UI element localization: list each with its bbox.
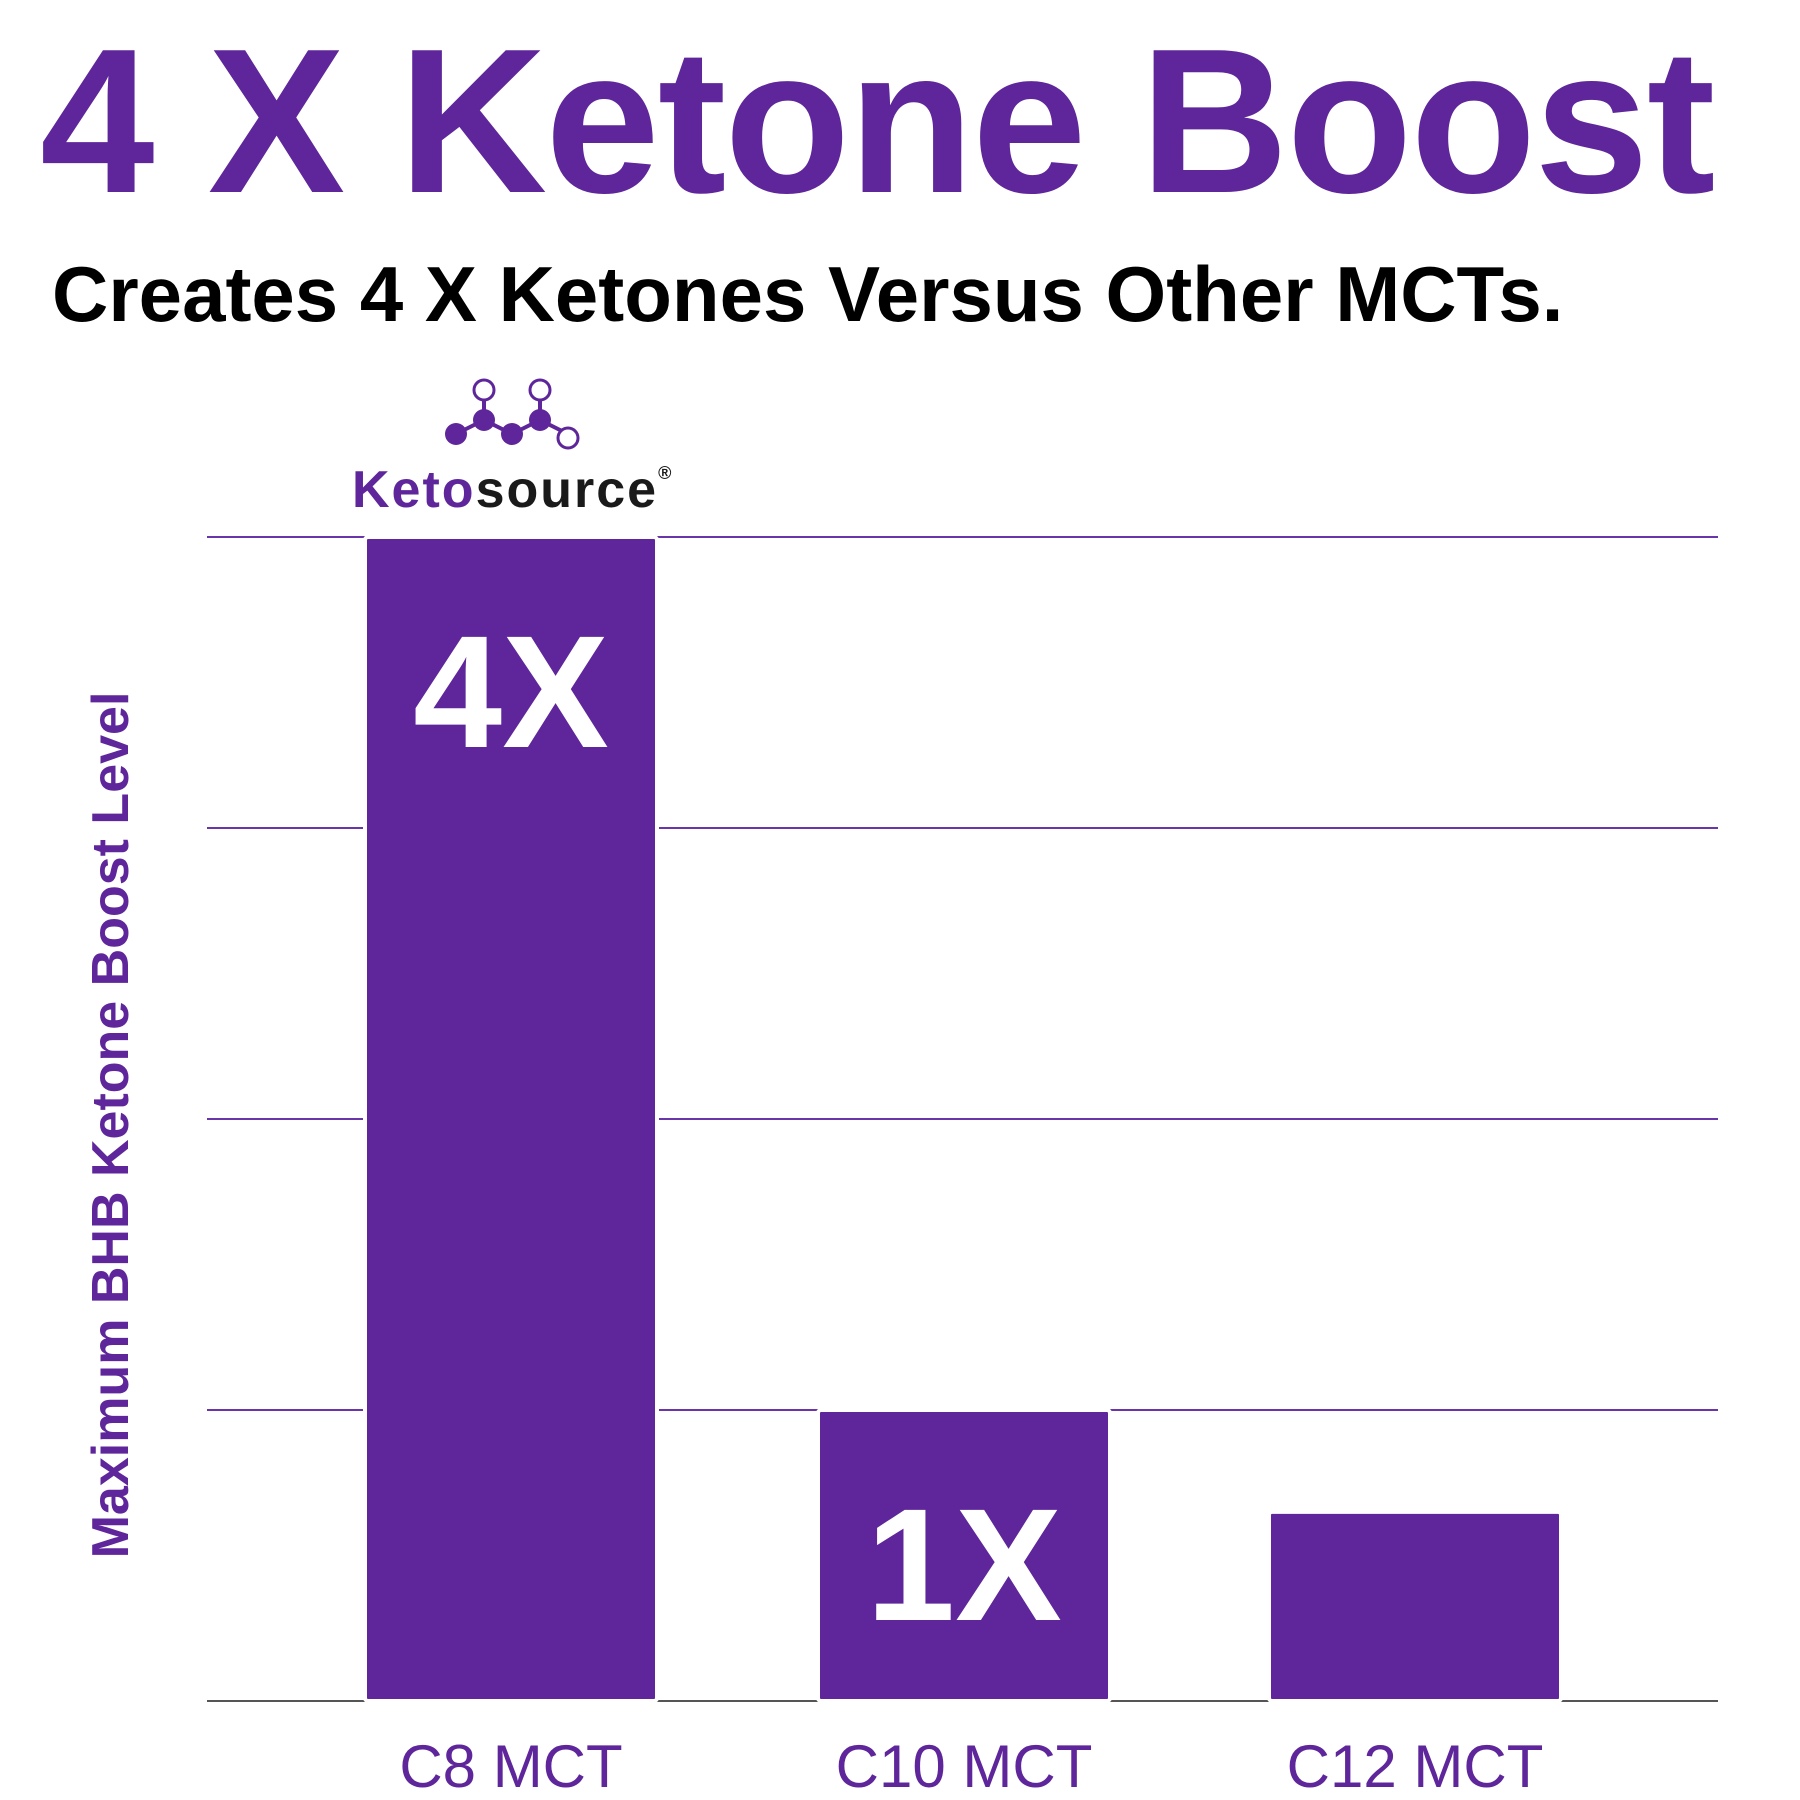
- x-tick-label: C8 MCT: [399, 1733, 622, 1800]
- ketosource-logo: Ketosource®: [352, 376, 712, 526]
- bar-c12-mct: [1267, 1509, 1563, 1703]
- bar-value-label: 1X: [866, 1475, 1062, 1654]
- logo-brand-suffix: source: [475, 461, 659, 519]
- bar-c10-mct: [816, 1408, 1112, 1703]
- bars: [363, 535, 1563, 1703]
- logo-brand-prefix: Keto: [352, 461, 476, 519]
- subtitle: Creates 4 X Ketones Versus Other MCTs.: [52, 250, 1564, 338]
- x-tick-label: C10 MCT: [836, 1733, 1093, 1800]
- headline: 4 X Ketone Boost: [40, 6, 1715, 236]
- y-axis-label: Maximum BHB Ketone Boost Level: [82, 692, 140, 1559]
- logo-wordmark: Ketosource®: [352, 464, 673, 516]
- registered-mark: ®: [658, 463, 674, 483]
- x-tick-labels: C8 MCT C10 MCT C12 MCT: [399, 1733, 1543, 1800]
- molecule-icon: [445, 378, 580, 450]
- bar-value-labels: 4X 1X: [413, 602, 1062, 1654]
- bar-value-label: 4X: [413, 602, 609, 781]
- x-tick-label: C12 MCT: [1287, 1733, 1544, 1800]
- bar-c8-mct: [363, 535, 659, 1703]
